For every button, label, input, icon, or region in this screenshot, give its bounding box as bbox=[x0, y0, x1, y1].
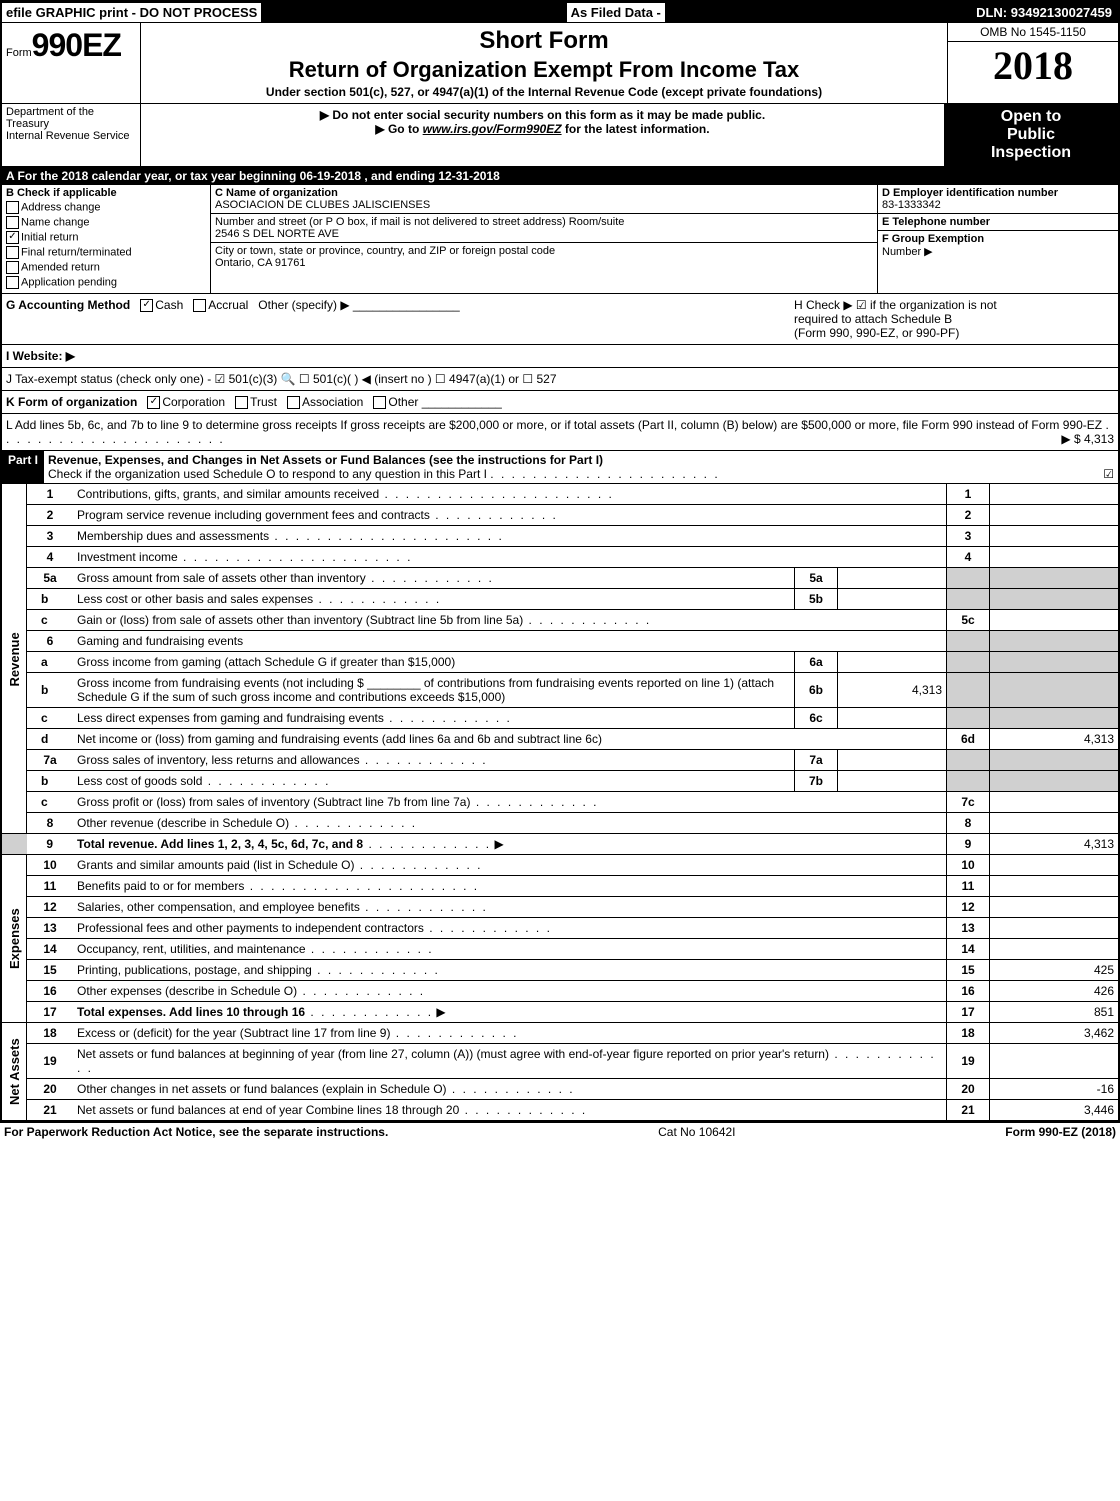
part1-checkmark: ☑ bbox=[1103, 467, 1114, 481]
l-amount: ▶ $ 4,313 bbox=[1061, 432, 1114, 446]
c-label: C Name of organization bbox=[215, 187, 338, 199]
checkbox-address-change[interactable] bbox=[6, 201, 19, 214]
checkbox-association[interactable] bbox=[287, 396, 300, 409]
dept-row: Department of the Treasury Internal Reve… bbox=[2, 104, 1118, 167]
city-label: City or town, state or province, country… bbox=[215, 245, 873, 257]
title-cell: Short Form Return of Organization Exempt… bbox=[141, 23, 947, 103]
h-line1: H Check ▶ ☑ if the organization is not bbox=[794, 298, 1114, 312]
f-label2: Number ▶ bbox=[882, 245, 1114, 258]
l-row: L Add lines 5b, 6c, and 7b to line 9 to … bbox=[2, 414, 1118, 451]
top-bar: efile GRAPHIC print - DO NOT PROCESS As … bbox=[2, 2, 1118, 23]
e-label: E Telephone number bbox=[882, 216, 990, 228]
footer: For Paperwork Reduction Act Notice, see … bbox=[0, 1123, 1120, 1141]
ein: 83-1333342 bbox=[882, 199, 1114, 211]
dept-line3: Internal Revenue Service bbox=[6, 130, 136, 142]
tax-year: 2018 bbox=[948, 42, 1118, 89]
h-section: H Check ▶ ☑ if the organization is not r… bbox=[794, 298, 1114, 340]
netassets-side-label: Net Assets bbox=[2, 1023, 27, 1121]
part1-label: Part I bbox=[2, 451, 44, 483]
dln: DLN: 93492130027459 bbox=[970, 3, 1118, 22]
form-number: 990EZ bbox=[32, 27, 121, 63]
line6d-value: 4,313 bbox=[990, 729, 1119, 750]
gh-row: G Accounting Method Cash Accrual Other (… bbox=[2, 294, 1118, 345]
i-label: I Website: ▶ bbox=[6, 349, 75, 363]
info-grid: B Check if applicable Address change Nam… bbox=[2, 185, 1118, 294]
year-cell: OMB No 1545-1150 2018 bbox=[947, 23, 1118, 103]
form-word: Form bbox=[6, 47, 32, 59]
section-a: A For the 2018 calendar year, or tax yea… bbox=[2, 167, 1118, 185]
header-row: Form990EZ Short Form Return of Organizat… bbox=[2, 23, 1118, 104]
f-label: F Group Exemption bbox=[882, 233, 984, 245]
checkbox-corporation[interactable] bbox=[147, 396, 160, 409]
line21-value: 3,446 bbox=[990, 1100, 1119, 1121]
part1-table: Revenue 1 Contributions, gifts, grants, … bbox=[2, 484, 1118, 1121]
footer-left: For Paperwork Reduction Act Notice, see … bbox=[4, 1125, 388, 1139]
line16-value: 426 bbox=[990, 981, 1119, 1002]
instructions-cell: ▶ Do not enter social security numbers o… bbox=[141, 104, 944, 166]
revenue-side-label: Revenue bbox=[2, 484, 27, 834]
b-label: B Check if applicable bbox=[6, 187, 117, 199]
line17-value: 851 bbox=[990, 1002, 1119, 1023]
line18-value: 3,462 bbox=[990, 1023, 1119, 1044]
omb-number: OMB No 1545-1150 bbox=[948, 23, 1118, 42]
h-line2: required to attach Schedule B bbox=[794, 312, 1114, 326]
form-number-cell: Form990EZ bbox=[2, 23, 141, 103]
checkbox-accrual[interactable] bbox=[193, 299, 206, 312]
form-990ez: efile GRAPHIC print - DO NOT PROCESS As … bbox=[0, 0, 1120, 1123]
subtitle: Under section 501(c), 527, or 4947(a)(1)… bbox=[149, 85, 939, 99]
checkbox-cash[interactable] bbox=[140, 299, 153, 312]
section-b: B Check if applicable Address change Nam… bbox=[2, 185, 211, 293]
part1-title: Revenue, Expenses, and Changes in Net As… bbox=[48, 453, 603, 467]
footer-mid: Cat No 10642I bbox=[658, 1125, 735, 1139]
instr-line1: ▶ Do not enter social security numbers o… bbox=[145, 108, 940, 122]
org-name: ASOCIACION DE CLUBES JALISCIENSES bbox=[215, 199, 873, 211]
expenses-side-label: Expenses bbox=[2, 855, 27, 1023]
line20-value: -16 bbox=[990, 1079, 1119, 1100]
section-de: D Employer identification number 83-1333… bbox=[877, 185, 1118, 293]
i-row: I Website: ▶ bbox=[2, 345, 1118, 368]
org-city: Ontario, CA 91761 bbox=[215, 257, 873, 269]
d-label: D Employer identification number bbox=[882, 187, 1058, 199]
irs-link[interactable]: www.irs.gov/Form990EZ bbox=[423, 122, 562, 136]
checkbox-other-org[interactable] bbox=[373, 396, 386, 409]
as-filed: As Filed Data - bbox=[566, 2, 666, 23]
checkbox-final-return[interactable] bbox=[6, 246, 19, 259]
part1-header-row: Part I Revenue, Expenses, and Changes in… bbox=[2, 451, 1118, 484]
g-section: G Accounting Method Cash Accrual Other (… bbox=[6, 298, 460, 340]
line1-value bbox=[990, 484, 1119, 505]
open-inspection: Open to Public Inspection bbox=[944, 104, 1118, 166]
line9-value: 4,313 bbox=[990, 834, 1119, 855]
short-form-title: Short Form bbox=[149, 27, 939, 55]
line15-value: 425 bbox=[990, 960, 1119, 981]
l-text: L Add lines 5b, 6c, and 7b to line 9 to … bbox=[6, 418, 1102, 432]
j-text: J Tax-exempt status (check only one) - ☑… bbox=[6, 372, 557, 386]
main-title: Return of Organization Exempt From Incom… bbox=[149, 57, 939, 83]
dept-line1: Department of the bbox=[6, 106, 136, 118]
k-row: K Form of organization Corporation Trust… bbox=[2, 391, 1118, 414]
addr-label: Number and street (or P O box, if mail i… bbox=[215, 216, 873, 228]
line6b-value: 4,313 bbox=[838, 673, 947, 708]
part1-check-text: Check if the organization used Schedule … bbox=[48, 467, 487, 481]
h-line3: (Form 990, 990-EZ, or 990-PF) bbox=[794, 326, 1114, 340]
checkbox-amended[interactable] bbox=[6, 261, 19, 274]
footer-right: Form 990-EZ (2018) bbox=[1005, 1125, 1116, 1139]
org-address: 2546 S DEL NORTE AVE bbox=[215, 228, 873, 240]
dept-line2: Treasury bbox=[6, 118, 136, 130]
efile-notice: efile GRAPHIC print - DO NOT PROCESS bbox=[2, 3, 261, 22]
instr-line2: ▶ Go to www.irs.gov/Form990EZ for the la… bbox=[145, 122, 940, 136]
checkbox-name-change[interactable] bbox=[6, 216, 19, 229]
dept-cell: Department of the Treasury Internal Reve… bbox=[2, 104, 141, 166]
checkbox-pending[interactable] bbox=[6, 276, 19, 289]
j-row: J Tax-exempt status (check only one) - ☑… bbox=[2, 368, 1118, 391]
checkbox-initial-return[interactable] bbox=[6, 231, 19, 244]
section-c: C Name of organization ASOCIACION DE CLU… bbox=[211, 185, 877, 293]
checkbox-trust[interactable] bbox=[235, 396, 248, 409]
